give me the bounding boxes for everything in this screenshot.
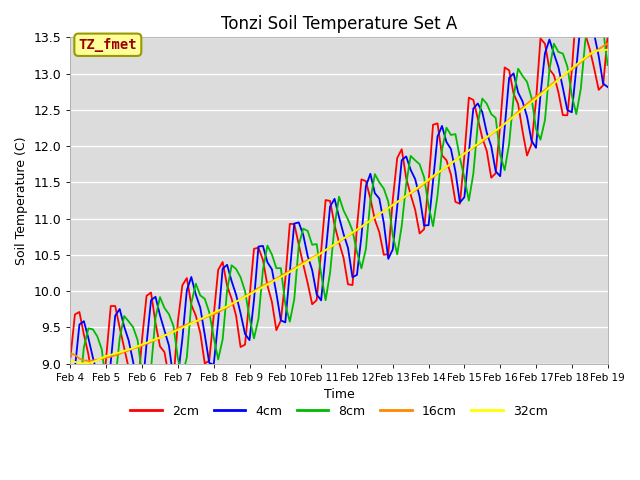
Title: Tonzi Soil Temperature Set A: Tonzi Soil Temperature Set A — [221, 15, 457, 33]
8cm — [586, 11, 593, 17]
16cm — [434, 171, 442, 177]
16cm — [125, 348, 132, 353]
32cm — [125, 347, 132, 352]
2cm — [577, 11, 584, 17]
2cm — [67, 354, 74, 360]
2cm — [572, 6, 580, 12]
32cm — [572, 62, 580, 68]
4cm — [120, 324, 128, 329]
4cm — [295, 219, 303, 225]
32cm — [80, 360, 88, 366]
8cm — [71, 412, 79, 418]
Text: TZ_fmet: TZ_fmet — [79, 38, 137, 52]
32cm — [67, 359, 74, 364]
16cm — [300, 260, 307, 265]
8cm — [125, 319, 132, 324]
2cm — [407, 192, 415, 198]
16cm — [67, 350, 74, 356]
4cm — [403, 154, 410, 159]
4cm — [429, 178, 437, 184]
32cm — [300, 261, 307, 267]
2cm — [196, 330, 204, 336]
Line: 8cm: 8cm — [70, 14, 607, 415]
16cm — [84, 358, 92, 364]
X-axis label: Time: Time — [324, 388, 355, 401]
4cm — [604, 84, 611, 90]
Line: 2cm: 2cm — [70, 9, 607, 406]
Y-axis label: Soil Temperature (C): Soil Temperature (C) — [15, 136, 28, 265]
Line: 4cm: 4cm — [70, 15, 607, 413]
2cm — [434, 120, 442, 126]
8cm — [434, 192, 442, 198]
2cm — [604, 33, 611, 39]
32cm — [407, 190, 415, 196]
16cm — [407, 190, 415, 196]
8cm — [407, 153, 415, 159]
16cm — [604, 41, 611, 47]
2cm — [98, 403, 106, 408]
8cm — [572, 111, 580, 117]
32cm — [196, 316, 204, 322]
32cm — [604, 47, 611, 53]
8cm — [300, 226, 307, 231]
Line: 32cm: 32cm — [70, 50, 607, 363]
8cm — [196, 292, 204, 298]
16cm — [196, 317, 204, 323]
4cm — [192, 292, 200, 298]
8cm — [604, 62, 611, 68]
Line: 16cm: 16cm — [70, 44, 607, 361]
16cm — [572, 63, 580, 69]
2cm — [125, 365, 132, 371]
Legend: 2cm, 4cm, 8cm, 16cm, 32cm: 2cm, 4cm, 8cm, 16cm, 32cm — [125, 400, 552, 423]
4cm — [568, 109, 575, 115]
4cm — [67, 410, 74, 416]
2cm — [300, 262, 307, 267]
8cm — [67, 394, 74, 400]
4cm — [581, 12, 589, 18]
32cm — [434, 170, 442, 176]
